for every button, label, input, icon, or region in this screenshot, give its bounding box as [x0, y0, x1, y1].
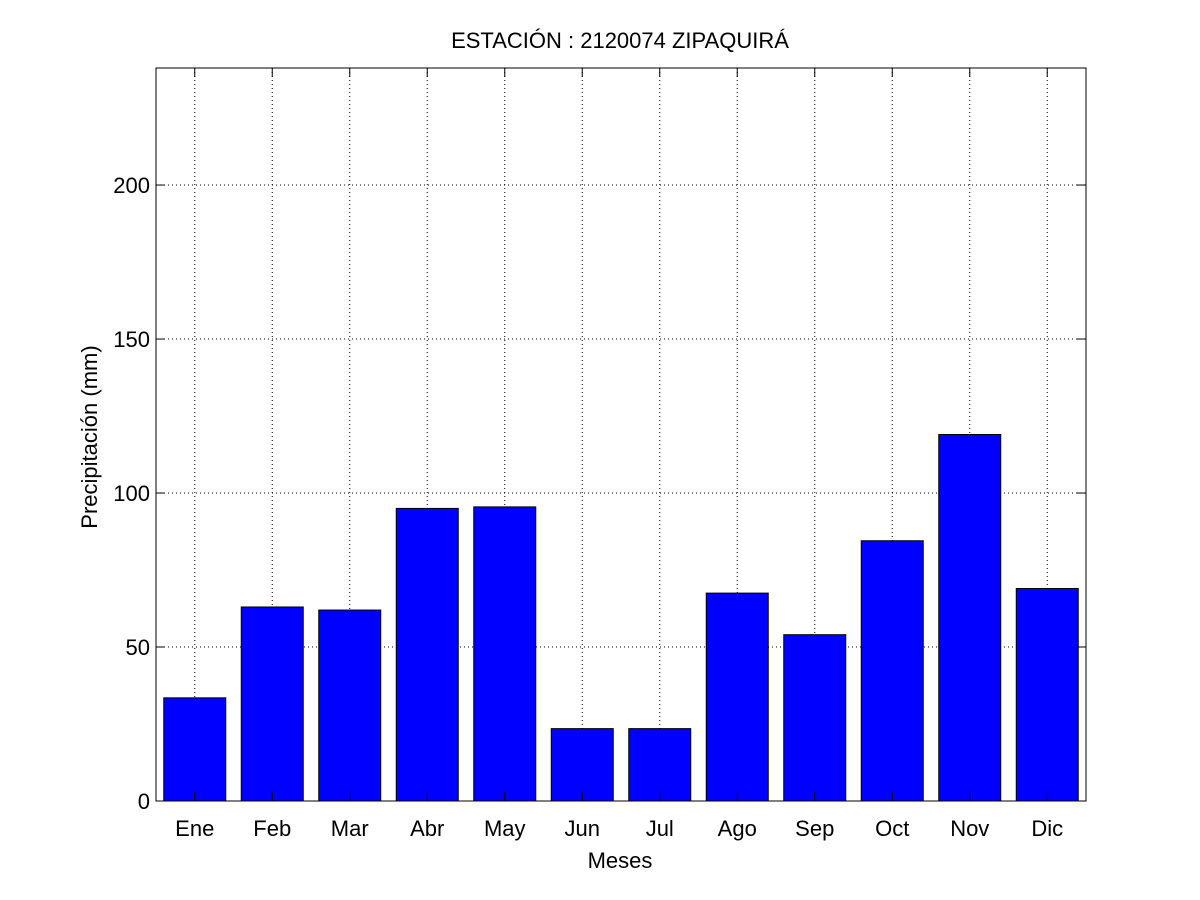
x-tick-label: Abr	[410, 816, 444, 841]
y-tick-label: 0	[138, 789, 150, 814]
y-axis-label: Precipitación (mm)	[77, 345, 102, 528]
bar-ene	[163, 697, 227, 802]
bar-mar	[318, 609, 382, 802]
bars	[163, 434, 1079, 802]
chart-title: ESTACIÓN : 2120074 ZIPAQUIRÁ	[451, 28, 789, 53]
x-tick-label: May	[484, 816, 526, 841]
x-tick-label: Nov	[950, 816, 989, 841]
bar-ago	[705, 592, 769, 802]
plot-area-frame	[155, 67, 1087, 802]
x-tick-label: Mar	[331, 816, 369, 841]
x-tick-label: Dic	[1031, 816, 1063, 841]
bar-dic	[1015, 587, 1079, 802]
x-axis-label: Meses	[588, 848, 653, 873]
bar-abr	[395, 507, 459, 802]
grid-lines	[156, 68, 1086, 801]
x-tick-label: Feb	[253, 816, 291, 841]
axis-ticks	[156, 68, 1086, 802]
x-tick-label: Oct	[875, 816, 909, 841]
bar-oct	[860, 540, 924, 802]
y-tick-labels: 0 50 100 150 200	[113, 173, 150, 814]
x-tick-label: Ene	[175, 816, 214, 841]
x-tick-label: Sep	[795, 816, 834, 841]
x-tick-label: Ago	[718, 816, 757, 841]
x-tick-labels: Ene Feb Mar Abr May Jun Jul Ago Sep Oct Nov Dic	[175, 816, 1063, 841]
bar-feb	[240, 606, 304, 802]
bar-sep	[783, 634, 847, 802]
bar-may	[473, 506, 537, 802]
y-tick-label: 200	[113, 173, 150, 198]
y-tick-label: 50	[126, 635, 150, 660]
x-tick-label: Jul	[646, 816, 674, 841]
bar-jun	[550, 728, 614, 802]
bar-nov	[938, 434, 1002, 802]
y-tick-label: 150	[113, 327, 150, 352]
x-tick-label: Jun	[565, 816, 600, 841]
bar-jul	[628, 728, 692, 802]
y-tick-label: 100	[113, 481, 150, 506]
